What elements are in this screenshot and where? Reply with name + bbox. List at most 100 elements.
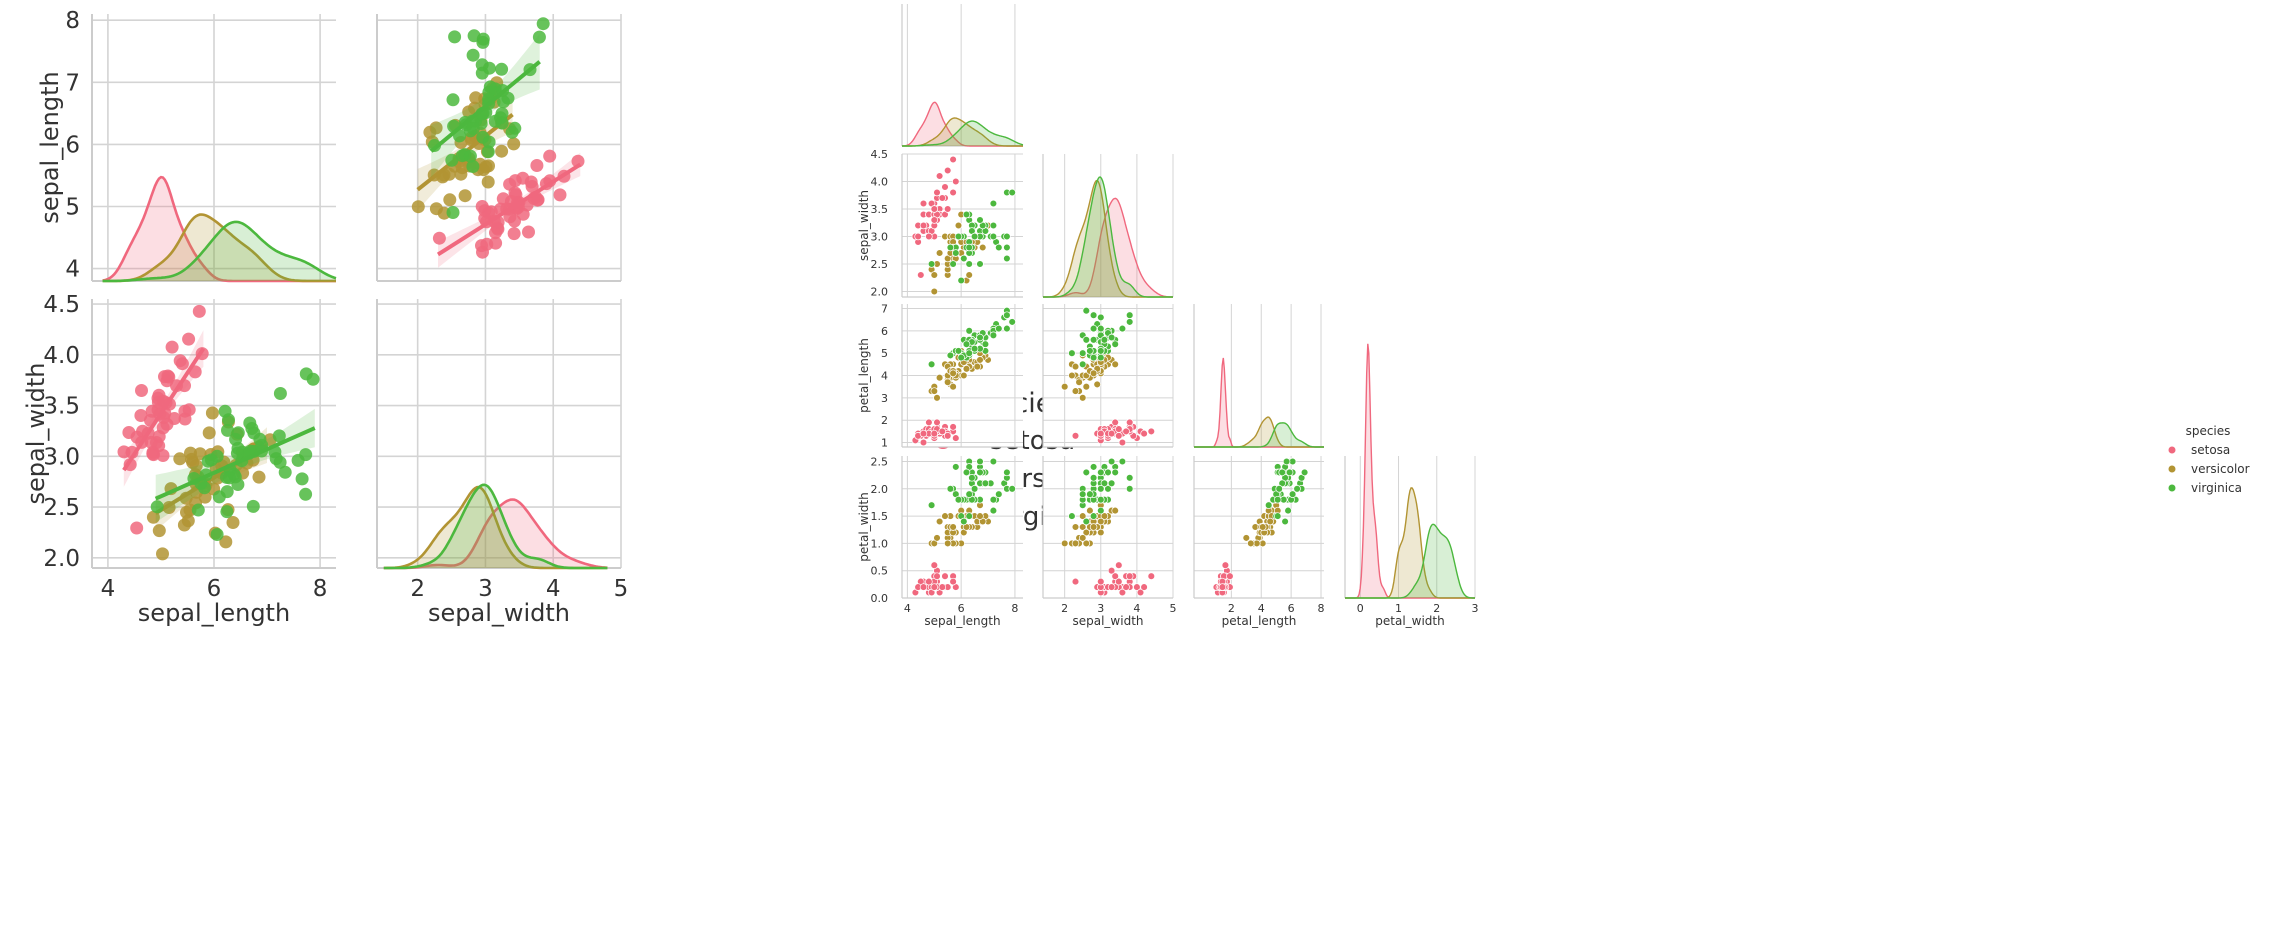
a-reg-sl-sw-point-virginica — [278, 465, 292, 479]
a-reg-sl-sw-point-virginica — [150, 500, 164, 514]
b-point-virginica — [1097, 324, 1105, 333]
b-point-setosa — [1071, 577, 1080, 586]
a-reg-sl-sw-point-virginica — [212, 490, 226, 504]
b-point-versicolor — [1266, 517, 1274, 526]
a-sw-kde-fill-setosa — [383, 499, 608, 568]
a-reg-sl-sw-point-virginica — [198, 481, 211, 495]
a-reg-sw-sl-point-virginica — [445, 153, 459, 167]
a-reg-sl-sw-point-virginica — [246, 499, 260, 513]
b-point-virginica — [1089, 463, 1098, 471]
b-point-setosa — [949, 423, 957, 431]
b-point-setosa — [1118, 588, 1127, 597]
y-tick-label: 4.5 — [871, 148, 889, 161]
b-point-versicolor — [960, 371, 968, 380]
a-reg-sw-sl-point-versicolor — [429, 202, 443, 216]
panel-b-22 — [1194, 304, 1324, 447]
b-point-setosa — [1097, 577, 1105, 586]
a-reg-sl-sw-point-setosa — [175, 357, 189, 371]
b-point-setosa — [1147, 572, 1156, 580]
a-reg-sw-sl-point-versicolor — [458, 189, 472, 203]
b-point-virginica — [1107, 457, 1116, 466]
b-point-setosa — [933, 188, 941, 197]
a-reg-sw-sl-point-virginica — [466, 48, 480, 62]
legend-marker-versicolor-small — [2168, 465, 2176, 473]
a-reg-sw-sl-point-setosa — [516, 171, 530, 185]
b-point-virginica — [1282, 457, 1291, 466]
y-tick-label: 3.5 — [43, 394, 80, 420]
b-point-setosa — [933, 418, 941, 427]
b-point-versicolor — [933, 534, 941, 542]
b-point-virginica — [1107, 479, 1116, 488]
b-sepal_width-kde-fill-virginica — [1043, 177, 1173, 297]
b-petal_width-kde-line-virginica — [1345, 523, 1475, 599]
b-point-versicolor — [935, 249, 944, 257]
a-sw-kde-fill-virginica — [383, 484, 608, 568]
a-reg-sw-sl-point-virginica — [458, 148, 472, 162]
b-point-versicolor — [1089, 369, 1098, 378]
b-point-virginica — [1068, 349, 1076, 357]
b-point-virginica — [1097, 313, 1105, 322]
b-point-virginica — [1003, 324, 1011, 333]
b-point-versicolor — [1086, 506, 1094, 515]
x-tick-label: 2 — [1228, 602, 1235, 615]
x-tick-label: 3 — [1472, 602, 1479, 615]
b-point-virginica — [976, 216, 984, 224]
a-reg-sw-sl-point-virginica — [536, 17, 550, 31]
b-point-setosa — [925, 418, 933, 427]
a-sl-kde-line-virginica — [102, 220, 337, 283]
b-point-setosa — [919, 429, 928, 438]
b-point-virginica — [1125, 318, 1134, 326]
b-point-virginica — [989, 506, 998, 515]
b-point-virginica — [1111, 340, 1119, 348]
b-petal_length-kde-fill-virginica — [1194, 422, 1324, 447]
b-point-versicolor — [1068, 371, 1076, 380]
y-tick-label: 6 — [881, 325, 888, 338]
b-point-virginica — [1008, 188, 1016, 197]
y-tick-label: 4 — [881, 370, 888, 383]
y-tick-label: 7 — [881, 302, 888, 315]
b-point-setosa — [949, 188, 957, 197]
b-point-virginica — [1003, 254, 1011, 263]
b-point-virginica — [970, 485, 979, 493]
b-point-setosa — [919, 221, 928, 230]
b-point-virginica — [1273, 512, 1282, 520]
b-point-setosa — [1115, 432, 1123, 440]
b-point-setosa — [925, 577, 933, 586]
y-tick-label: 1 — [881, 437, 888, 450]
a-reg-sw-sl-point-virginica — [505, 125, 519, 139]
a-reg-sl-sw-point-versicolor — [205, 406, 219, 420]
b-point-setosa — [925, 232, 933, 241]
y-tick-label: 3.0 — [871, 231, 889, 244]
a-reg-sw-sl-point-setosa — [531, 193, 545, 207]
b-point-versicolor — [933, 394, 941, 402]
b-point-versicolor — [1071, 362, 1080, 371]
b-point-setosa — [1125, 418, 1134, 427]
b-point-virginica — [1097, 495, 1105, 504]
y-axis-label: petal_width — [857, 492, 871, 561]
a-reg-sl-sw-point-setosa — [182, 332, 196, 346]
b-point-versicolor — [930, 387, 939, 395]
a-reg-sl-sw-point-virginica — [201, 454, 215, 468]
a-reg-sl-sw-point-versicolor — [184, 446, 197, 460]
x-tick-label: 2 — [1061, 602, 1068, 615]
a-reg-sl-sw-point-setosa — [192, 304, 206, 318]
b-point-virginica — [954, 232, 963, 241]
b-point-versicolor — [1078, 512, 1087, 520]
b-point-setosa — [933, 572, 941, 580]
b-point-virginica — [1082, 306, 1091, 315]
b-petal_length-kde-fill-setosa — [1194, 358, 1324, 447]
b-point-versicolor — [965, 271, 973, 279]
regression-pairplot: 4 6 8 2 3 4 5 4 5 6 7 8 2.0 2.5 3.0 3.5 4.0 4.5 sepal_leng… — [22, 8, 628, 627]
b-point-setosa — [1111, 572, 1119, 580]
a-reg-sl-sw-point-setosa — [165, 340, 179, 354]
a-reg-sl-sw-point-setosa — [182, 403, 196, 417]
b-point-versicolor — [1071, 523, 1080, 531]
y-tick-label: 4.0 — [871, 176, 889, 189]
b-point-setosa — [943, 205, 952, 213]
b-point-virginica — [1003, 243, 1011, 252]
b-point-virginica — [1281, 517, 1289, 526]
b-point-virginica — [1003, 232, 1011, 241]
y-tick-label: 2.5 — [871, 258, 889, 271]
a-reg-sw-sl-point-setosa — [522, 225, 535, 239]
legend-marker-setosa-small — [2168, 446, 2176, 454]
